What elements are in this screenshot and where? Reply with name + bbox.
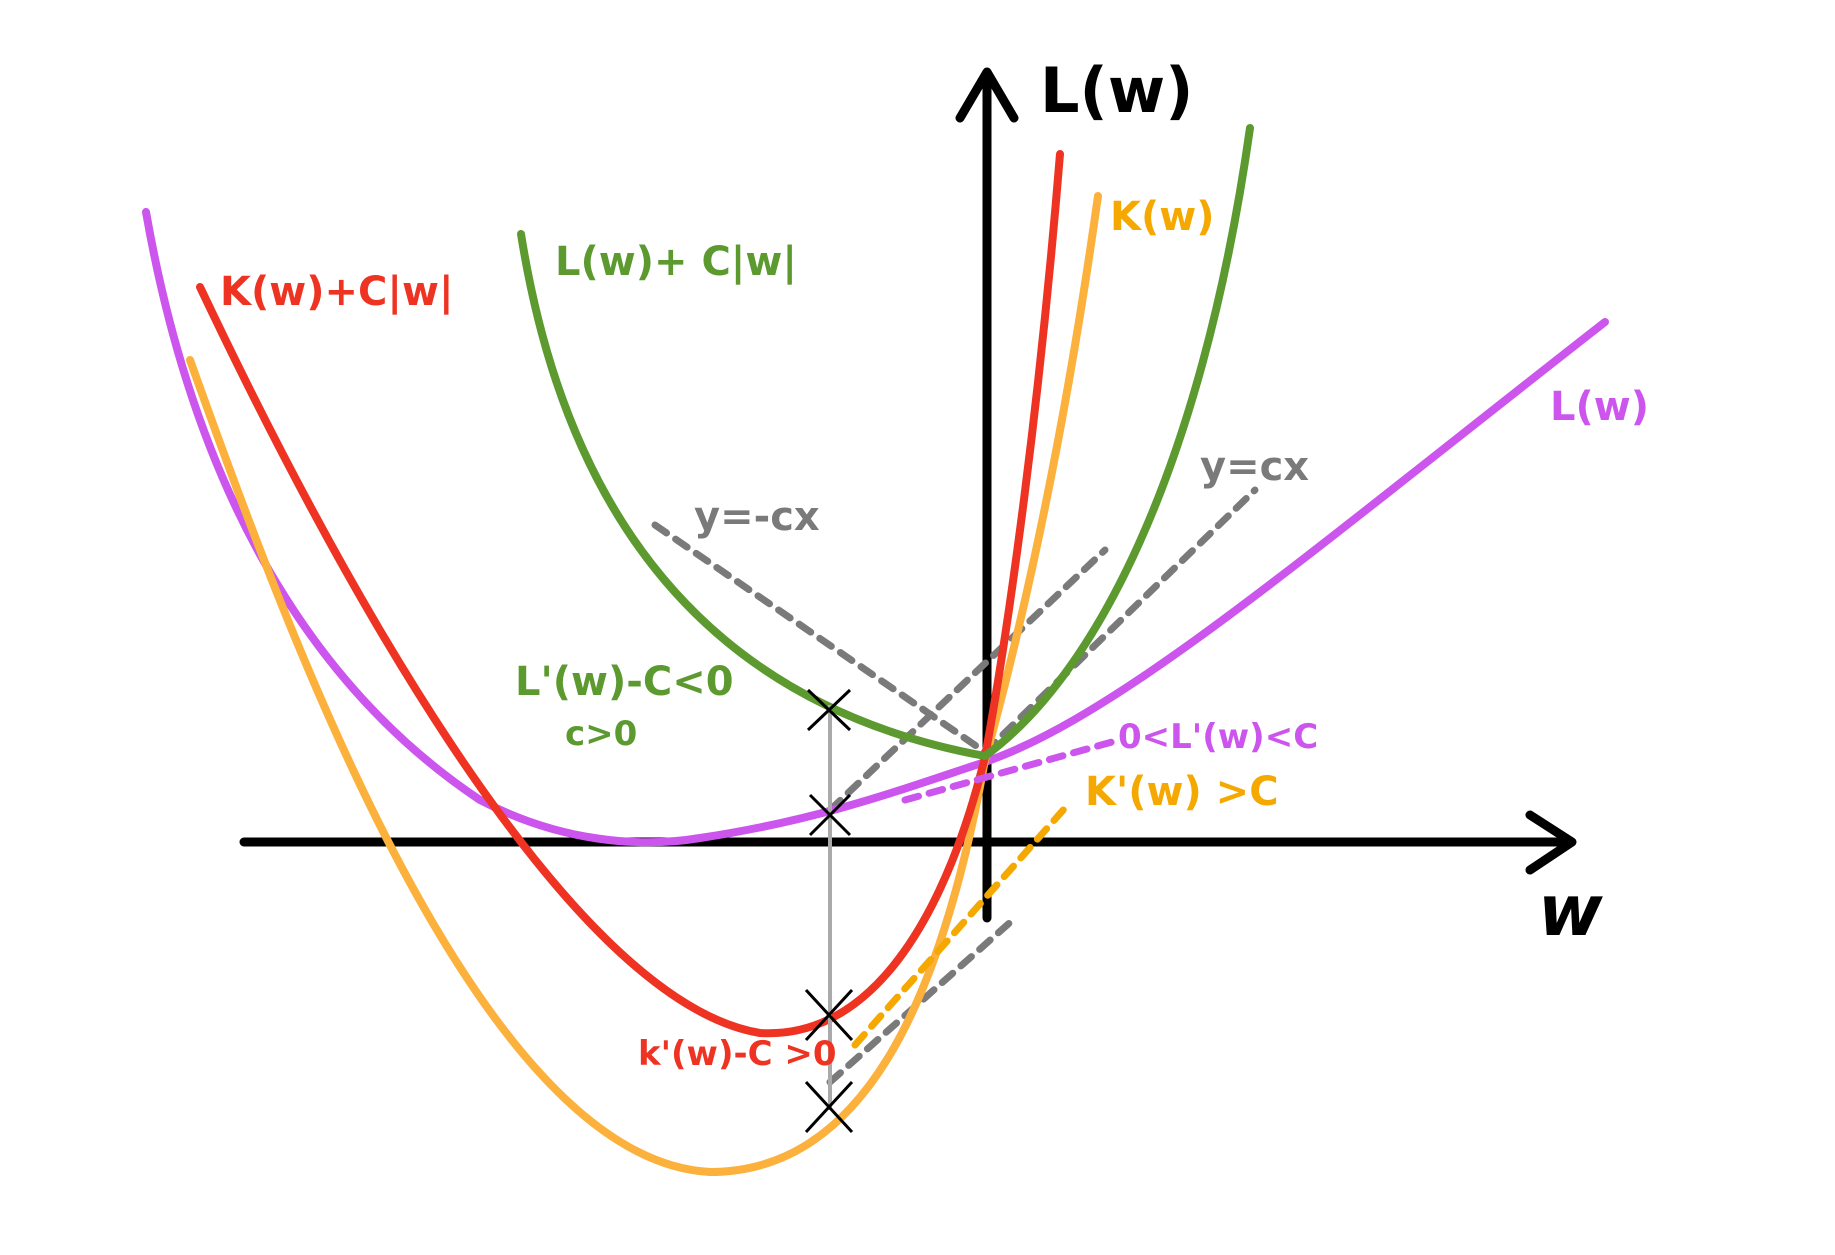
curve-L-reg (517, 124, 1254, 761)
curve-L (142, 208, 1609, 847)
line-y-cx-upper (981, 486, 1259, 756)
curves (142, 124, 1609, 1177)
label-K-reg-cond: k'(w)-C >0 (638, 1034, 837, 1074)
label-K: K(w) (1110, 194, 1215, 240)
x-axis-arrowhead (1525, 810, 1577, 875)
label-L-cond: 0<L'(w)<C (1118, 717, 1318, 757)
label-y-cx: y=cx (1200, 444, 1309, 490)
intersection-marks (804, 688, 854, 1134)
x-mark-orange (804, 1080, 854, 1134)
x-mark-red (804, 988, 854, 1042)
tangent-lines (851, 738, 1116, 1049)
tangent-K (851, 804, 1069, 1049)
x-mark-purple (808, 793, 852, 837)
label-y-neg-cx: y=-cx (694, 494, 820, 540)
curve-K-reg (196, 150, 1064, 1038)
label-L-reg-cond: L'(w)-C<0 (515, 659, 734, 705)
x-mark-green (806, 688, 852, 732)
label-K-cond: K'(w) >C (1085, 769, 1279, 815)
labels: L(w) w K(w)+C|w| L(w)+ C|w| K(w) L(w) y=… (220, 54, 1649, 1074)
line-tangent-gray-mid (826, 546, 1109, 814)
label-L-reg: L(w)+ C|w| (555, 239, 797, 286)
label-K-reg: K(w)+C|w| (220, 269, 454, 316)
label-L: L(w) (1550, 384, 1649, 430)
label-c-pos: c>0 (565, 714, 637, 754)
y-axis-arrowhead (955, 67, 1019, 123)
y-axis-label: L(w) (1040, 54, 1193, 127)
guide-lines (651, 486, 1259, 1086)
tangent-L (901, 738, 1116, 804)
x-axis-label: w (1538, 870, 1603, 952)
line-tangent-gray-low (826, 914, 1019, 1086)
